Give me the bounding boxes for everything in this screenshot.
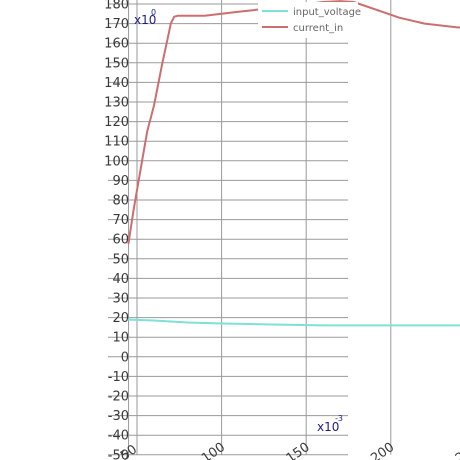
grid-lines	[108, 0, 392, 456]
y-tick-label: 100	[104, 154, 129, 169]
y-tick-label: 0	[121, 350, 129, 365]
y-tick-label: 80	[112, 194, 129, 209]
y-tick-label: 10	[112, 331, 129, 346]
y-tick-label: 20	[112, 311, 129, 326]
legend: input_voltage current_in	[258, 2, 361, 38]
x-tick-label: 50	[118, 442, 140, 460]
y-tick-label: 110	[104, 135, 129, 150]
y-tick-label: -20	[108, 390, 129, 405]
tick-labels: 1801701601501401301201101009080706050403…	[104, 0, 460, 460]
y-tick-label: 30	[112, 292, 129, 307]
y-tick-label: -50	[108, 448, 129, 460]
y-tick-label: 180	[104, 0, 129, 13]
y-multiplier-base: x10	[134, 13, 156, 27]
y-tick-label: 90	[112, 174, 129, 189]
series-line-input-voltage	[127, 318, 460, 327]
y-tick-label: 40	[112, 272, 129, 287]
y-axis-multiplier: x10 0	[134, 8, 156, 27]
y-tick-label: -30	[108, 409, 129, 424]
x-multiplier-base: x10	[317, 420, 339, 434]
x-multiplier-exponent: -3	[335, 414, 343, 423]
legend-label-input-voltage: input_voltage	[293, 7, 361, 18]
y-tick-label: -10	[108, 370, 129, 385]
y-tick-label: 70	[112, 213, 129, 228]
y-tick-label: 150	[104, 56, 129, 71]
y-tick-label: 170	[104, 17, 129, 32]
legend-label-current-in: current_in	[293, 23, 343, 34]
x-axis-multiplier: x10 -3	[317, 414, 343, 434]
y-multiplier-exponent: 0	[151, 8, 156, 17]
y-tick-label: 60	[112, 233, 129, 248]
y-tick-label: 140	[104, 76, 129, 91]
y-tick-label: 50	[112, 252, 129, 267]
y-tick-label: 130	[104, 96, 129, 111]
y-tick-label: -40	[108, 429, 129, 444]
y-tick-label: 160	[104, 37, 129, 52]
legend-background	[258, 2, 358, 38]
y-tick-label: 120	[104, 115, 129, 130]
